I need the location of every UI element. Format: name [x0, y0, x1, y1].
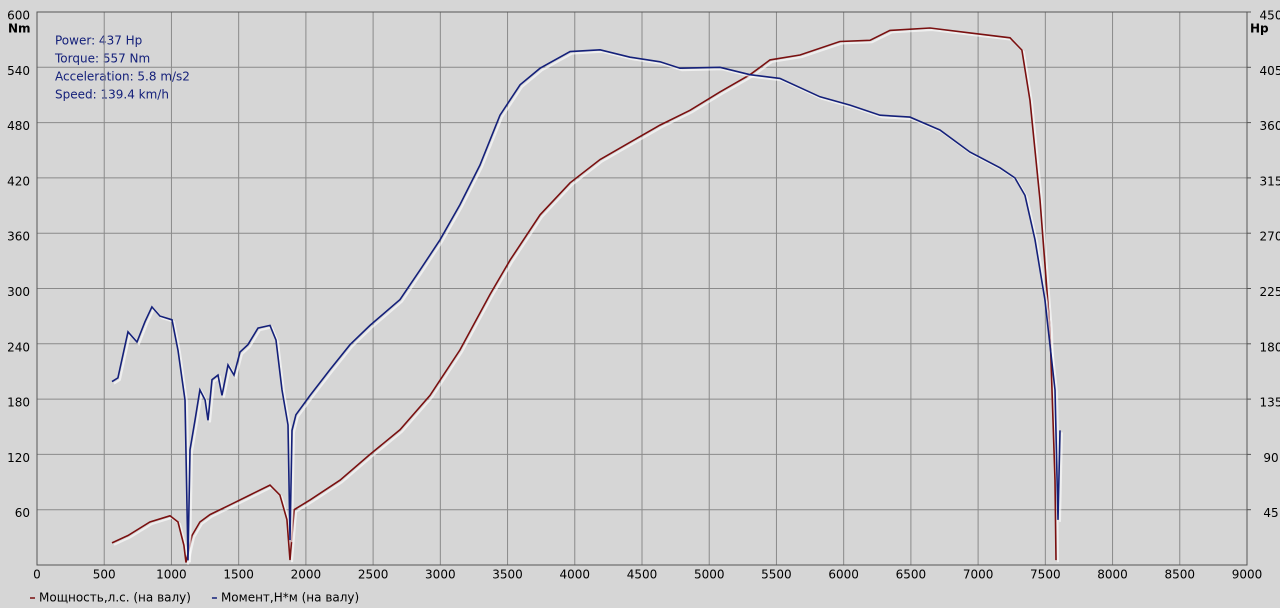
x-tick-label: 1000 — [156, 568, 187, 582]
y2-tick-label: 225 — [1260, 285, 1280, 299]
info-text: Power: 437 Hp — [55, 34, 142, 48]
y2-tick-label: 270 — [1260, 230, 1280, 244]
y-unit: Nm — [8, 22, 31, 36]
y-tick-label: 480 — [7, 119, 30, 133]
y2-tick-label: 405 — [1260, 64, 1280, 78]
y-tick-label: 360 — [7, 230, 30, 244]
x-tick-label: 6500 — [896, 568, 927, 582]
plot-frame — [36, 11, 1248, 566]
y2-unit: Hp — [1250, 22, 1269, 36]
y2-tick-label: 450 — [1260, 9, 1280, 23]
info-text: Speed: 139.4 km/h — [55, 88, 169, 102]
x-tick-label: 6000 — [828, 568, 859, 582]
x-tick-label: 1500 — [223, 568, 254, 582]
y-tick-label: 300 — [7, 285, 30, 299]
series-shadow — [113, 50, 1063, 563]
x-tick-label: 4000 — [560, 568, 591, 582]
x-tick-label: 0 — [33, 568, 41, 582]
x-tick-label: 9000 — [1232, 568, 1263, 582]
x-tick-label: 3000 — [425, 568, 456, 582]
legend-label: Момент,Н*м (на валу) — [221, 591, 359, 605]
y2-tick-label: 135 — [1260, 396, 1280, 410]
y-tick-label: 60 — [15, 506, 30, 520]
x-tick-label: 8000 — [1097, 568, 1128, 582]
x-tick-label: 5500 — [761, 568, 792, 582]
info-text: Acceleration: 5.8 m/s2 — [55, 70, 190, 84]
x-tick-label: 3500 — [492, 568, 523, 582]
y-tick-label: 540 — [7, 64, 30, 78]
x-tick-label: 8500 — [1165, 568, 1196, 582]
info-text: Torque: 557 Nm — [54, 52, 150, 66]
series-shadow — [113, 28, 1059, 565]
y-tick-label: 420 — [7, 174, 30, 188]
y-tick-label: 180 — [7, 396, 30, 410]
x-tick-label: 500 — [93, 568, 116, 582]
y-tick-label: 120 — [7, 451, 30, 465]
x-tick-label: 2500 — [358, 568, 389, 582]
y2-tick-label: 315 — [1260, 174, 1280, 188]
y-tick-label: 240 — [7, 340, 30, 354]
x-tick-label: 2000 — [291, 568, 322, 582]
series-line — [111, 48, 1061, 561]
legend-label: Мощность,л.с. (на валу) — [39, 591, 191, 605]
y2-tick-label: 180 — [1260, 340, 1280, 354]
y2-tick-label: 90 — [1263, 451, 1278, 465]
y2-tick-label: 360 — [1260, 119, 1280, 133]
x-tick-label: 4500 — [627, 568, 658, 582]
y-tick-label: 600 — [7, 9, 30, 23]
x-tick-label: 5000 — [694, 568, 725, 582]
x-tick-label: 7000 — [963, 568, 994, 582]
series-line — [111, 27, 1057, 563]
x-tick-label: 7500 — [1030, 568, 1061, 582]
y2-tick-label: 45 — [1263, 506, 1278, 520]
